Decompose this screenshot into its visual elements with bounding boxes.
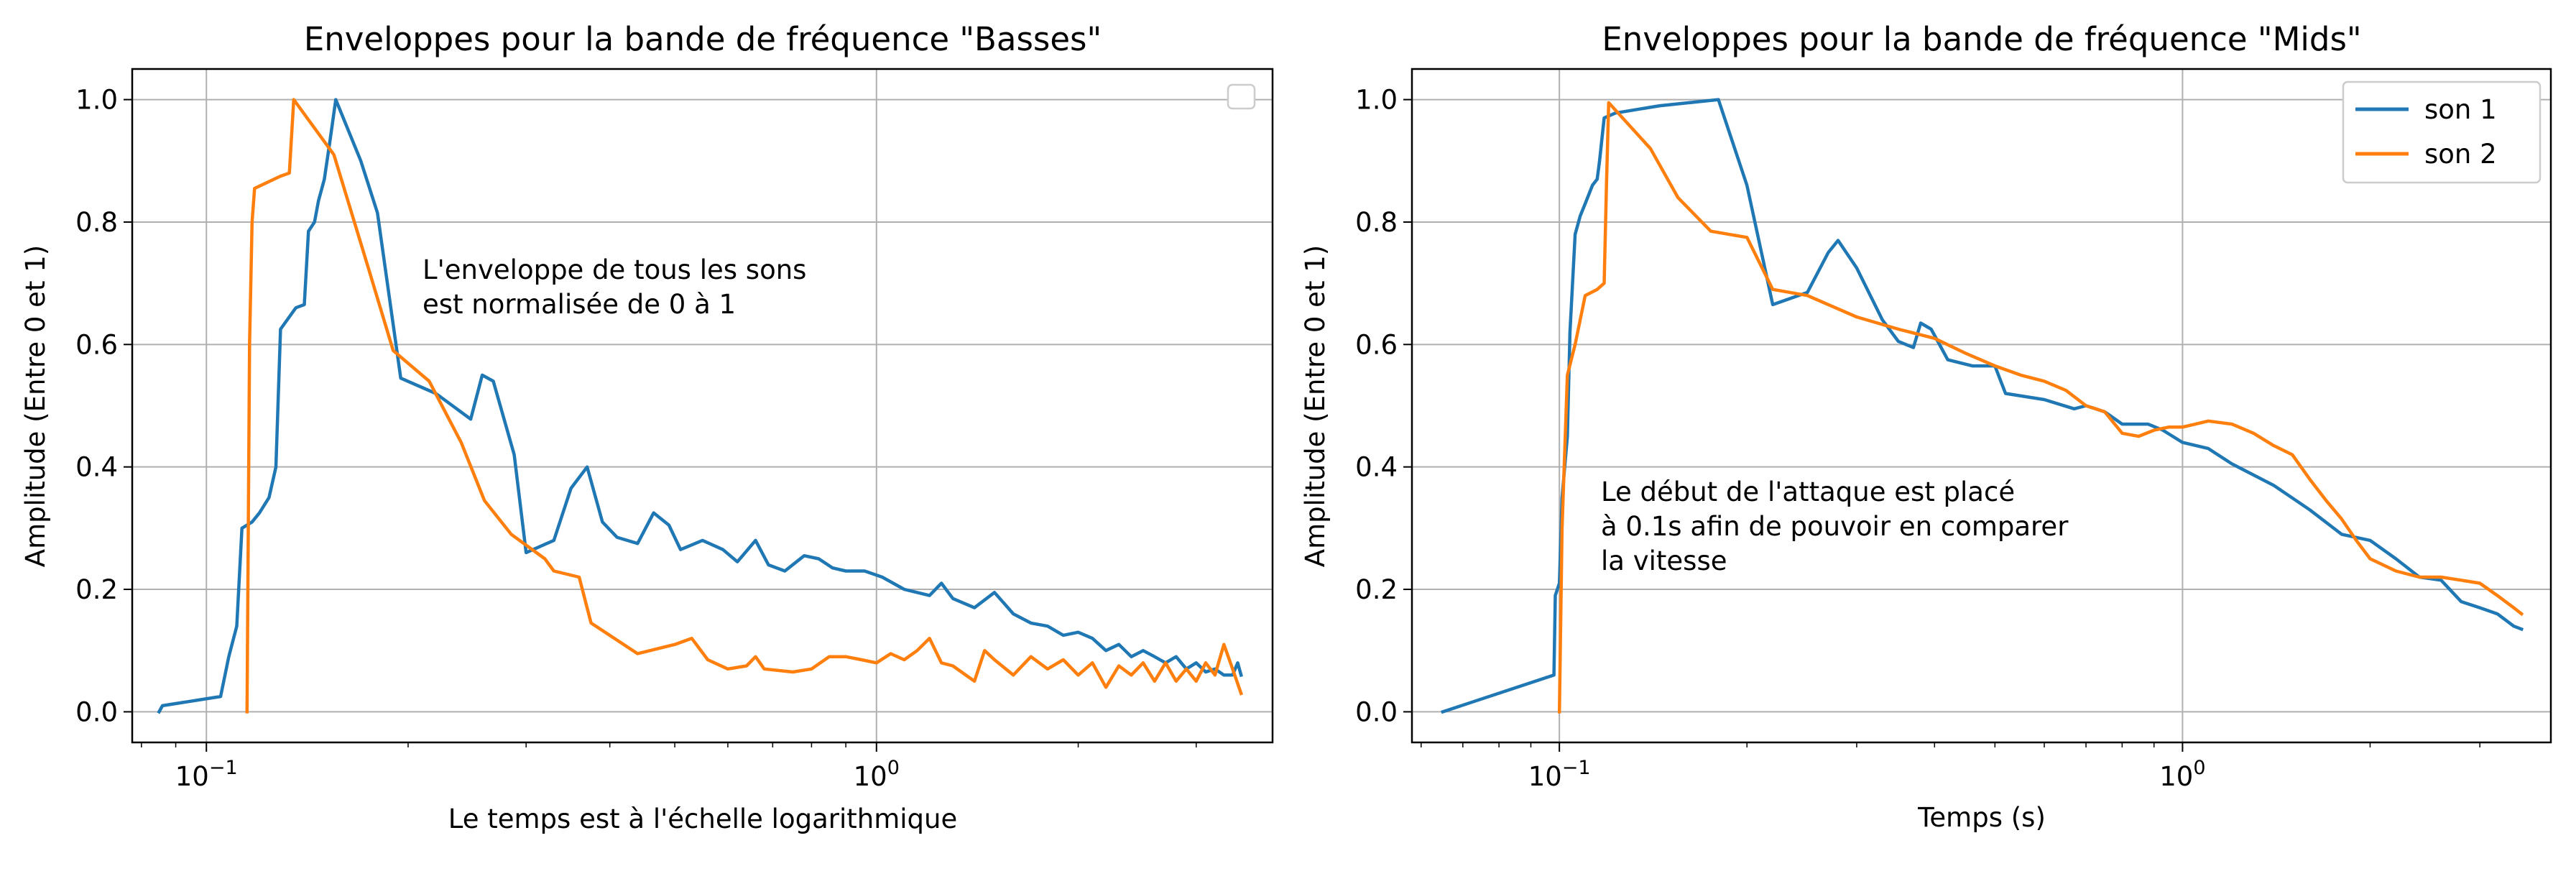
x-axis-label: Le temps est à l'échelle logarithmique: [448, 804, 957, 834]
x-tick-base: 10: [2159, 761, 2193, 792]
x-tick-exp: 0: [887, 757, 900, 779]
y-tick-label: 0.4: [1355, 452, 1398, 483]
y-tick-label: 0.8: [75, 207, 118, 238]
series-line-1: [1441, 98, 2524, 714]
x-tick-exp: −1: [1562, 757, 1591, 779]
x-tick-base: 10: [1528, 761, 1562, 792]
x-tick-base: 10: [854, 761, 887, 792]
y-tick-label: 0.6: [75, 329, 118, 360]
y-tick-label: 0.8: [1355, 207, 1398, 238]
y-axis-label: Amplitude (Entre 0 et 1): [20, 245, 51, 567]
chart-mids: Enveloppes pour la bande de fréquence "M…: [1300, 20, 2552, 833]
y-axis-label: Amplitude (Entre 0 et 1): [1300, 245, 1331, 567]
y-tick-label: 0.0: [75, 696, 118, 727]
x-tick-exp: −1: [209, 757, 238, 779]
y-tick-label: 1.0: [75, 85, 118, 116]
annotation-line: L'enveloppe de tous les sons: [423, 254, 806, 285]
x-tick-exp: 0: [2193, 757, 2205, 779]
y-tick-label: 0.0: [1355, 696, 1398, 727]
legend-box: [1227, 83, 1256, 110]
legend-box: [2342, 80, 2542, 184]
plot-frame: [131, 68, 1274, 744]
y-tick-label: 0.6: [1355, 329, 1398, 360]
legend: son 1 son 2: [2342, 80, 2542, 184]
x-tick-label: 10−1: [175, 757, 238, 792]
y-tick-label: 0.2: [75, 574, 118, 605]
series-group: [157, 98, 1244, 714]
chart-basses: Enveloppes pour la bande de fréquence "B…: [20, 20, 1274, 834]
chart-title: Enveloppes pour la bande de fréquence "B…: [304, 20, 1102, 58]
annotation-line: à 0.1s afin de pouvoir en comparer: [1601, 511, 2069, 542]
grid: [1412, 69, 2551, 742]
x-tick-base: 10: [175, 761, 209, 792]
annotation-line: Le début de l'attaque est placé: [1601, 476, 2015, 507]
annotation-line: est normalisée de 0 à 1: [423, 289, 736, 320]
chart-title: Enveloppes pour la bande de fréquence "M…: [1602, 20, 2361, 58]
x-axis-label: Temps (s): [1917, 802, 2046, 833]
x-tick-label: 100: [854, 757, 900, 792]
y-tick-label: 0.2: [1355, 574, 1398, 605]
ticks: 0.00.20.40.60.81.010−1 100: [1355, 85, 2480, 792]
series-line-2: [245, 98, 1244, 714]
x-tick-label: 10−1: [1528, 757, 1591, 792]
y-tick-label: 0.4: [75, 452, 118, 483]
annotation-line: la vitesse: [1601, 545, 1727, 576]
ticks: 0.00.20.40.60.81.010−1 100: [75, 85, 1197, 792]
legend-label-son-1: son 1: [2424, 94, 2497, 125]
annotation: L'enveloppe de tous les sons est normali…: [423, 254, 815, 320]
series-line-2: [1557, 101, 2524, 714]
series-line-1: [157, 98, 1243, 714]
series-group: [1441, 98, 2524, 714]
x-tick-label: 100: [2159, 757, 2205, 792]
annotation: Le début de l'attaque est placé à 0.1s a…: [1601, 476, 2077, 576]
legend-label-son-2: son 2: [2424, 139, 2497, 170]
grid: [132, 69, 1273, 742]
plot-frame: [1411, 68, 2552, 744]
y-tick-label: 1.0: [1355, 85, 1398, 116]
